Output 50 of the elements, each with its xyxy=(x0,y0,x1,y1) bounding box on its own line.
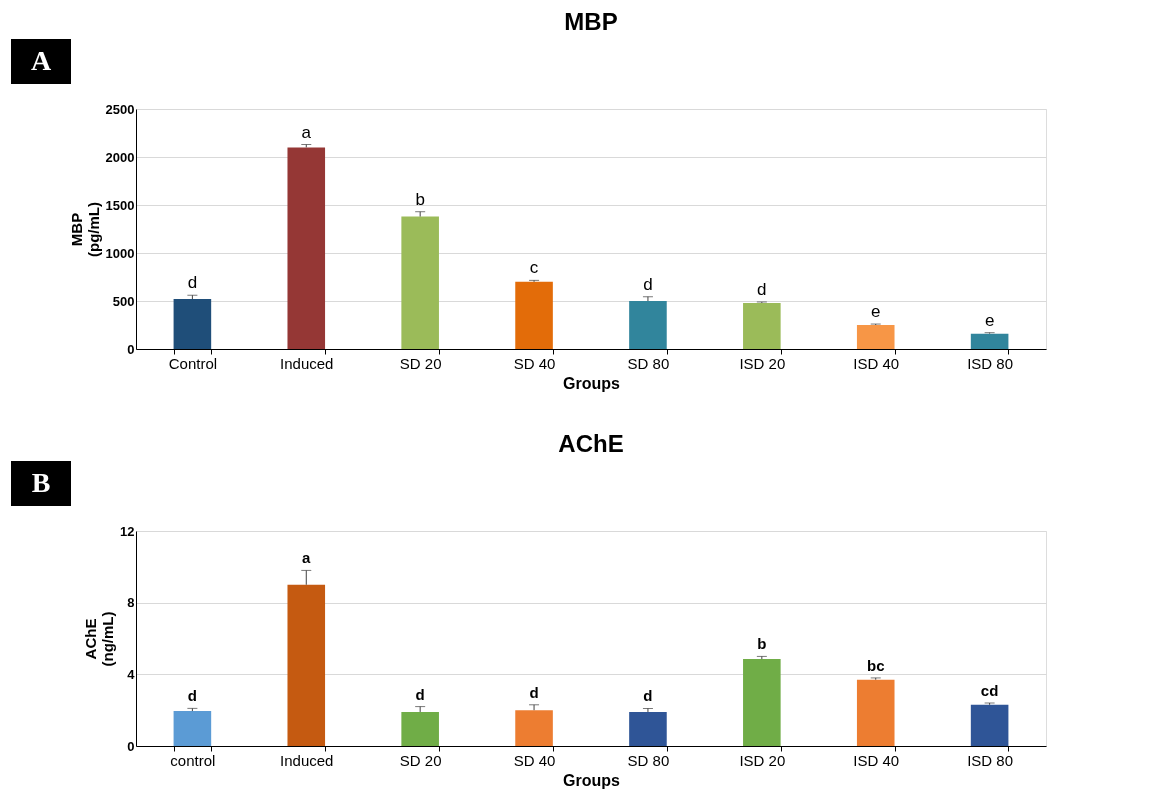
x-tick-label: SD 40 xyxy=(513,751,556,769)
data-label: d xyxy=(643,274,653,294)
x-axis-title: Groups xyxy=(563,374,621,392)
x-tick-label: Control xyxy=(168,354,218,372)
x-tick-label: ISD 40 xyxy=(853,751,900,769)
data-label: b xyxy=(415,189,425,209)
y-axis-title: MBP (pg/mL) xyxy=(67,202,102,257)
x-tick-label: ISD 20 xyxy=(739,354,786,372)
chart-title: MBP xyxy=(564,8,618,35)
x-tick-label: SD 80 xyxy=(627,751,670,769)
x-tick-label: ISD 20 xyxy=(739,751,786,769)
y-tick-label: 0 xyxy=(127,738,135,754)
x-tick-label: SD 80 xyxy=(627,354,670,372)
x-tick-label: SD 20 xyxy=(399,751,442,769)
y-tick-label: 8 xyxy=(127,595,135,611)
y-tick-label: 1000 xyxy=(105,245,135,261)
data-label: a xyxy=(302,549,312,567)
data-label: cd xyxy=(980,682,999,699)
x-tick-label: Induced xyxy=(280,354,334,372)
data-label: e xyxy=(871,302,881,322)
data-label: b xyxy=(757,635,767,653)
y-tick-label: 0 xyxy=(127,341,135,357)
y-tick-label: 500 xyxy=(112,293,135,309)
x-tick-label: ISD 80 xyxy=(967,751,1014,769)
x-axis-title: Groups xyxy=(563,771,621,789)
data-label: d xyxy=(187,273,198,293)
x-tick-label: ISD 80 xyxy=(967,354,1014,372)
data-label: d xyxy=(643,687,653,705)
x-tick-label: control xyxy=(170,751,216,769)
data-label: bc xyxy=(866,656,885,674)
y-tick-label: 2000 xyxy=(105,149,135,165)
text: B xyxy=(31,467,51,498)
text: A xyxy=(30,45,52,76)
data-label: e xyxy=(984,310,995,330)
chart-title: AChE xyxy=(558,430,624,457)
data-label: d xyxy=(529,683,539,701)
data-label: d xyxy=(757,279,767,299)
y-tick-label: 4 xyxy=(127,666,136,682)
x-tick-label: Induced xyxy=(280,751,334,769)
y-axis-title: AChE (ng/mL) xyxy=(82,611,117,667)
y-tick-label: 12 xyxy=(120,523,135,539)
data-label: d xyxy=(187,687,197,705)
y-tick-label: 1500 xyxy=(105,197,135,213)
x-tick-label: SD 20 xyxy=(399,354,442,372)
data-label: a xyxy=(301,122,312,142)
x-tick-label: SD 40 xyxy=(513,354,556,372)
data-label: d xyxy=(415,685,425,703)
x-tick-label: ISD 40 xyxy=(853,354,900,372)
y-tick-label: 2500 xyxy=(105,101,135,117)
data-label: c xyxy=(529,258,539,278)
